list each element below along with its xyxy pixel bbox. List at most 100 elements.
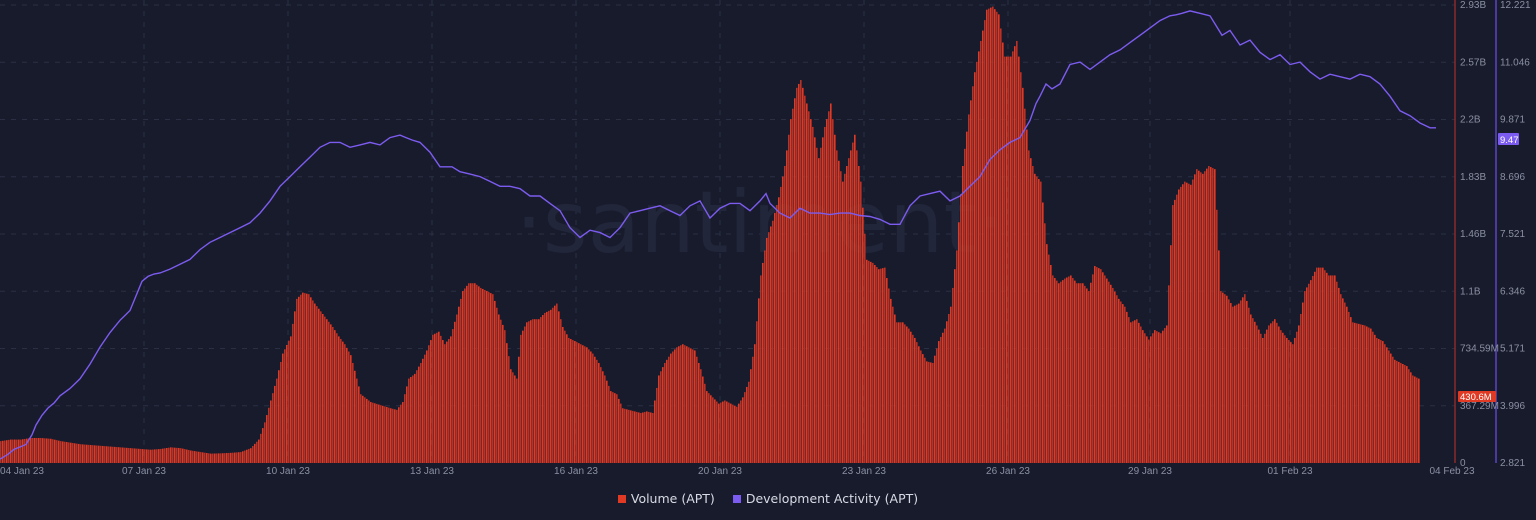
volume-bar [1404, 365, 1406, 463]
volume-bar [694, 350, 696, 463]
volume-bar [784, 166, 786, 463]
volume-bar [858, 166, 860, 463]
volume-bar [1398, 361, 1400, 463]
volume-bar [574, 341, 576, 463]
volume-bar [834, 134, 836, 464]
volume-bar [1284, 335, 1286, 463]
volume-bar [560, 319, 562, 463]
volume-bar [912, 334, 914, 463]
volume-bar [790, 119, 792, 463]
volume-bar [1158, 332, 1160, 463]
volume-bar [478, 286, 480, 463]
volume-bar [1312, 275, 1314, 463]
volume-bar [658, 375, 660, 463]
volume-bar [752, 356, 754, 463]
volume-bar [916, 342, 918, 463]
volume-bar [506, 343, 508, 463]
volume-bar [1026, 129, 1028, 463]
volume-bar [376, 403, 378, 463]
volume-bar [24, 438, 26, 463]
volume-bar [304, 293, 306, 463]
volume-bar [228, 452, 230, 463]
date-tick-label: 07 Jan 23 [122, 466, 166, 477]
volume-bar [896, 322, 898, 463]
volume-bar [502, 324, 504, 463]
volume-bar [148, 449, 150, 463]
volume-bar [240, 452, 242, 463]
volume-bar [966, 131, 968, 464]
volume-bar [486, 291, 488, 463]
volume-bar [564, 330, 566, 463]
volume-bar [908, 328, 910, 463]
volume-bar [436, 332, 438, 463]
volume-bar [622, 408, 624, 463]
volume-bar [432, 334, 434, 463]
volume-bar [1024, 108, 1026, 463]
volume-bar [1188, 183, 1190, 463]
volume-bar [1370, 328, 1372, 463]
volume-bar [264, 422, 266, 463]
volume-bar [1136, 319, 1138, 463]
volume-bar [328, 321, 330, 463]
volume-bar [266, 415, 268, 463]
volume-bar [824, 126, 826, 463]
volume-bar [262, 428, 264, 463]
volume-bar [86, 444, 88, 463]
volume-bar [388, 407, 390, 463]
volume-bar [238, 452, 240, 463]
volume-bar [488, 292, 490, 463]
volume-bar [748, 381, 750, 463]
volume-bar [144, 449, 146, 463]
volume-bar [1186, 182, 1188, 463]
volume-bar [1096, 267, 1098, 463]
volume-bar [1074, 280, 1076, 463]
volume-bar [1400, 362, 1402, 463]
volume-bar [1086, 288, 1088, 463]
date-tick-label: 26 Jan 23 [986, 466, 1030, 477]
volume-bar [1290, 342, 1292, 463]
volume-bar [134, 448, 136, 463]
volume-bar [332, 327, 334, 463]
volume-bar [168, 447, 170, 463]
volume-bar [608, 385, 610, 463]
volume-bar [230, 452, 232, 463]
volume-bar [44, 438, 46, 463]
volume-bar [684, 345, 686, 463]
volume-bar [910, 331, 912, 463]
volume-bar [452, 329, 454, 463]
volume-bar [692, 349, 694, 463]
volume-bar [234, 452, 236, 463]
volume-bar [620, 403, 622, 463]
dev-tick-label: 5.171 [1500, 344, 1525, 355]
volume-bar [1078, 283, 1080, 463]
volume-bar [186, 449, 188, 463]
volume-bar [800, 80, 802, 464]
volume-bar [1330, 275, 1332, 463]
volume-bar [1048, 254, 1050, 463]
volume-bar [60, 441, 62, 463]
development-activity-line[interactable] [0, 10, 1436, 460]
volume-bar [1066, 277, 1068, 463]
volume-bar [428, 345, 430, 463]
volume-bar [968, 114, 970, 463]
volume-bar [738, 403, 740, 463]
volume-bar [1190, 184, 1192, 463]
volume-bar [682, 344, 684, 463]
volume-bar [1294, 337, 1296, 463]
date-tick-label: 04 Jan 23 [0, 466, 44, 477]
legend-item-dev-activity[interactable]: Development Activity (APT) [732, 491, 918, 506]
volume-bar [676, 347, 678, 463]
legend-item-volume[interactable]: Volume (APT) [617, 491, 715, 506]
volume-bar [1046, 244, 1048, 463]
volume-bar [530, 320, 532, 463]
volume-bar [418, 366, 420, 463]
volume-bar [532, 319, 534, 463]
volume-bar [776, 205, 778, 463]
volume-bar [976, 61, 978, 464]
volume-bar [568, 337, 570, 463]
volume-bar [222, 453, 224, 463]
volume-bar [540, 317, 542, 463]
volume-bars[interactable] [0, 6, 1420, 464]
volume-bar [1384, 344, 1386, 463]
